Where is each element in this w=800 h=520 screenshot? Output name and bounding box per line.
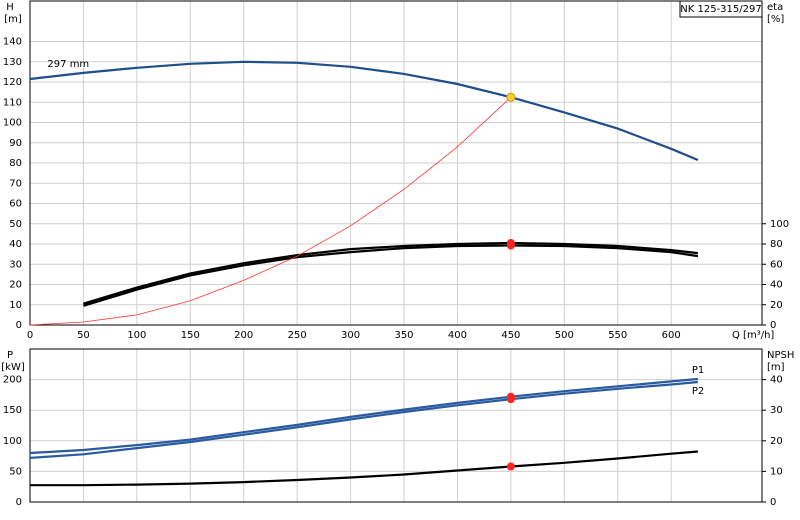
- title-box: [679, 0, 763, 18]
- plot-frame: [29, 348, 763, 503]
- x-axis-label: Q [m³/h]: [732, 330, 774, 341]
- y2-axis-unit: [%]: [767, 14, 784, 25]
- y-axis-unit: [m]: [4, 14, 22, 25]
- curve-label: P1: [692, 365, 704, 376]
- y-tick-label: 40: [9, 239, 22, 250]
- x-tick-label: 0: [27, 330, 33, 341]
- y-tick-label: 90: [9, 138, 22, 149]
- x-tick-label: 200: [234, 330, 253, 341]
- curve: [83, 241, 699, 305]
- operating-point: [506, 462, 515, 471]
- y-tick-label: 100: [3, 118, 22, 129]
- y-axis-label: P: [7, 350, 13, 361]
- curve-label: P2: [692, 386, 704, 397]
- y2-tick-label: 0: [770, 497, 776, 508]
- x-tick-label: 300: [341, 330, 360, 341]
- y-tick-label: 20: [9, 280, 22, 291]
- curve: [29, 96, 512, 326]
- operating-point: [506, 241, 515, 250]
- operating-point: [506, 92, 516, 102]
- x-tick-label: 250: [288, 330, 307, 341]
- y2-axis-label: eta: [767, 2, 783, 13]
- y2-tick-label: 30: [770, 405, 783, 416]
- y-tick-label: 30: [9, 259, 22, 270]
- y-tick-label: 200: [3, 375, 22, 386]
- y2-axis-unit: [m]: [767, 362, 785, 373]
- y2-tick-label: 80: [770, 239, 783, 250]
- y-axis-label: H: [6, 2, 14, 13]
- y2-axis-label: NPSH: [767, 350, 794, 361]
- y2-tick-label: 40: [770, 375, 783, 386]
- y-tick-label: 0: [16, 320, 22, 331]
- y-tick-label: 70: [9, 178, 22, 189]
- y2-tick-label: 60: [770, 259, 783, 270]
- y2-tick-label: 40: [770, 280, 783, 291]
- curve: [29, 377, 698, 455]
- y-tick-label: 60: [9, 199, 22, 210]
- y-tick-label: 50: [9, 219, 22, 230]
- y-tick-label: 50: [9, 466, 22, 477]
- y-tick-label: 110: [3, 97, 22, 108]
- x-tick-label: 550: [608, 330, 627, 341]
- y2-tick-label: 20: [770, 300, 783, 311]
- plot-frame: [29, 0, 763, 326]
- curve: [29, 380, 699, 459]
- y-tick-label: 120: [3, 77, 22, 88]
- curve: [83, 244, 699, 307]
- operating-point: [506, 395, 515, 404]
- x-tick-label: 500: [555, 330, 574, 341]
- chart-title: NK 125-315/297: [680, 4, 761, 15]
- x-tick-label: 450: [501, 330, 520, 341]
- x-tick-label: 400: [448, 330, 467, 341]
- x-tick-label: 150: [181, 330, 200, 341]
- y2-tick-label: 20: [770, 436, 783, 447]
- y-tick-label: 10: [9, 300, 22, 311]
- curve: [29, 60, 699, 162]
- y-tick-label: 140: [3, 37, 22, 48]
- y-tick-label: 0: [16, 497, 22, 508]
- x-tick-label: 100: [127, 330, 146, 341]
- y2-tick-label: 10: [770, 466, 783, 477]
- y2-tick-label: 100: [770, 219, 789, 230]
- x-tick-label: 600: [662, 330, 681, 341]
- x-tick-label: 50: [77, 330, 90, 341]
- curve: [30, 450, 698, 487]
- y-tick-label: 100: [3, 436, 22, 447]
- curve-annotation: 297 mm: [47, 59, 89, 70]
- y-axis-unit: [kW]: [1, 362, 25, 373]
- y-tick-label: 150: [3, 405, 22, 416]
- x-tick-label: 350: [394, 330, 413, 341]
- y-tick-label: 130: [3, 57, 22, 68]
- y-tick-label: 80: [9, 158, 22, 169]
- y2-tick-label: 0: [770, 320, 776, 331]
